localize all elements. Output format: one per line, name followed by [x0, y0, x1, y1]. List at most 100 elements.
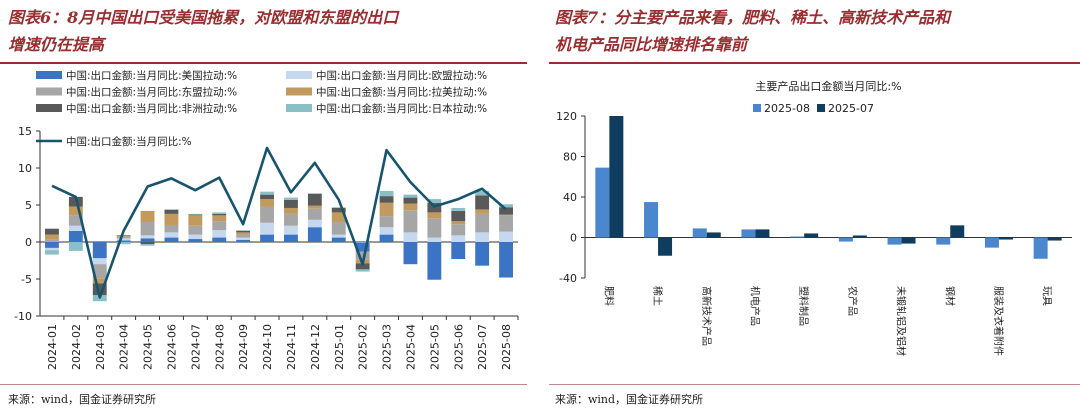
bar [706, 232, 721, 238]
x-tick-label: 机电产品 [748, 286, 761, 326]
x-tick-label: 2024-07 [189, 324, 202, 370]
x-tick-label: 2024-06 [165, 324, 178, 370]
bar-segment [427, 212, 442, 219]
legend-label: 2025-08 [764, 102, 810, 115]
legend-label: 中国:出口金额:当月同比:欧盟拉动:% [316, 69, 487, 82]
right-source: 来源：wind，国金证券研究所 [555, 393, 704, 406]
left-chart: 中国:出口金额:当月同比:美国拉动:% 中国:出口金额:当月同比:欧盟拉动:% 中国… [14, 69, 519, 370]
bar-segment [499, 204, 513, 208]
x-tick-label: 未锻轧铝及铝材 [895, 286, 908, 356]
bar-segment [451, 235, 466, 242]
y-tick-label: 80 [563, 151, 577, 164]
left-title-line1: 图表6：8月中国出口受美国拖累，对欧盟和东盟的出口 [8, 8, 399, 27]
right-title-line1: 图表7：分主要产品来看，肥料、稀土、高新技术产品和 [555, 8, 951, 27]
bar [692, 228, 707, 238]
bar-segment [403, 242, 418, 265]
bar-segment [307, 227, 322, 242]
x-tick-label: 高新技术产品 [700, 286, 713, 346]
bar [595, 167, 610, 238]
legend-label: 中国:出口金额:当月同比:拉美拉动:% [316, 86, 487, 99]
bar-segment [499, 242, 513, 278]
bar-segment [68, 225, 83, 231]
x-tick-label: 2024-05 [142, 324, 155, 370]
bar-segment [92, 242, 107, 259]
x-tick-label: 钢材 [943, 286, 956, 306]
bar-segment [475, 195, 490, 210]
right-source-rule [549, 384, 1080, 385]
bar-segment [284, 234, 298, 242]
bar-segment [451, 210, 466, 222]
x-tick-label: 2024-01 [46, 324, 59, 370]
left-title-line2: 增速仍在提高 [8, 35, 105, 54]
legend-label: 中国:出口金额:当月同比:日本拉动:% [316, 102, 487, 115]
x-tick-label: 肥料 [602, 286, 615, 306]
bar-segment [451, 207, 466, 211]
bar-segment [355, 251, 370, 260]
bar-segment [403, 232, 418, 242]
bar-segment [212, 230, 227, 238]
bar-segment [475, 213, 490, 233]
bar-segment [45, 239, 59, 242]
bar-segment [331, 207, 346, 208]
x-tick-label: 2025-07 [476, 324, 489, 370]
bar-segment [140, 242, 155, 245]
bar-segment [45, 250, 59, 255]
bar-segment [307, 193, 322, 206]
bar-segment [355, 242, 370, 243]
bar [984, 237, 999, 248]
bar-segment [188, 213, 203, 215]
x-tick-label: 2025-01 [333, 324, 346, 370]
bar-segment [164, 209, 179, 210]
bar-segment [475, 232, 490, 242]
y-tick-label: -10 [14, 310, 32, 323]
legend-swatch [286, 104, 312, 112]
bar-segment [379, 190, 394, 197]
bar [790, 236, 805, 238]
bar-segment [499, 231, 513, 242]
x-tick-label: 2024-09 [237, 324, 250, 370]
bar-segment [284, 213, 298, 226]
bar-segment [260, 199, 274, 207]
bar-segment [92, 258, 107, 265]
bar-segment [140, 222, 155, 236]
bar-segment [212, 215, 227, 222]
x-tick-label: 2024-08 [213, 324, 226, 370]
bar-segment [45, 234, 59, 240]
y-tick-label: -40 [559, 272, 577, 285]
bar [755, 229, 770, 238]
bar-segment [331, 222, 346, 235]
bar-segment [236, 237, 251, 240]
x-tick-label: 2024-03 [94, 324, 107, 370]
legend-swatch [36, 87, 62, 96]
bar-segment [164, 213, 179, 225]
bar-segment [68, 206, 83, 216]
x-tick-label: 2025-03 [381, 324, 394, 370]
bar-segment [212, 237, 227, 242]
bar [658, 237, 673, 256]
bar-segment [68, 242, 83, 251]
chart-title: 主要产品出口金额当月同比:% [755, 79, 901, 93]
bar-segment [451, 242, 466, 260]
bar-segment [499, 207, 513, 215]
bar-segment [68, 215, 83, 226]
y-tick-label: 120 [556, 110, 577, 123]
bar-segment [236, 234, 251, 238]
bar-segment [403, 203, 418, 211]
bar-segment [212, 213, 227, 216]
bar [887, 237, 902, 245]
bar-segment [307, 193, 322, 194]
bar-segment [164, 224, 179, 233]
bar [901, 237, 916, 244]
x-tick-label: 2024-02 [70, 324, 83, 370]
bar-segment [403, 194, 418, 198]
legend-swatch [36, 104, 62, 112]
bar-segment [116, 242, 131, 245]
y-tick-label: 0 [570, 232, 577, 245]
bar [741, 229, 756, 238]
bar [936, 237, 951, 245]
bar-segment [68, 230, 83, 242]
bar-segment [355, 269, 370, 272]
bar-segment [116, 238, 131, 241]
right-chart: 主要产品出口金额当月同比:% 2025-08 2025-07 -40 0 40 80 120 肥… [556, 79, 1072, 356]
bar-segment [499, 214, 513, 216]
